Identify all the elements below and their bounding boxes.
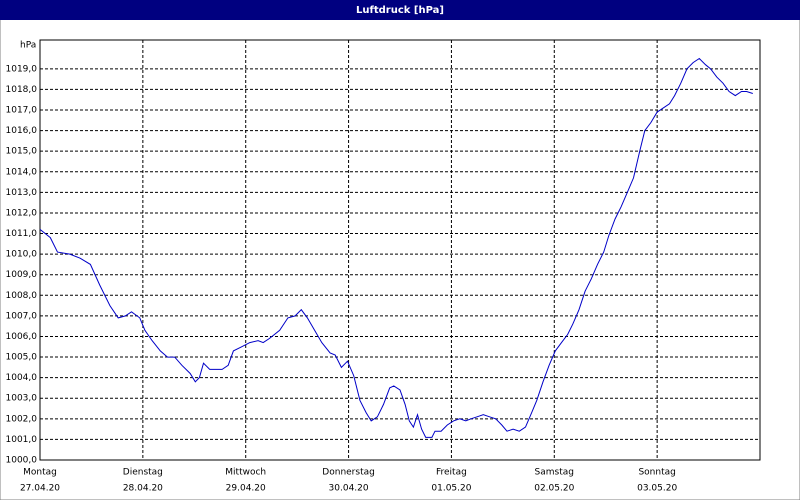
- x-tick-label: Mittwoch: [225, 468, 266, 478]
- y-tick-label: 1009,0: [6, 270, 38, 280]
- x-tick-label: Donnerstag: [322, 468, 375, 478]
- y-tick-label: 1003,0: [6, 394, 38, 404]
- y-tick-label: 1012,0: [6, 208, 38, 218]
- y-tick-label: 1008,0: [6, 291, 38, 301]
- y-tick-label: 1017,0: [6, 106, 38, 116]
- plot-area: [40, 40, 760, 460]
- x-tick-date: 03.05.20: [637, 484, 677, 494]
- y-tick-label: 1001,0: [6, 435, 38, 445]
- y-axis-label: hPa: [20, 41, 36, 51]
- x-tick-label: Samstag: [535, 468, 574, 478]
- y-tick-label: 1011,0: [6, 229, 38, 239]
- plot-border: [39, 39, 761, 461]
- x-tick-label: Dienstag: [123, 468, 163, 478]
- x-tick-date: 28.04.20: [123, 484, 163, 494]
- y-tick-label: 1007,0: [6, 311, 38, 321]
- x-tick-date: 30.04.20: [329, 484, 369, 494]
- y-tick-label: 1000,0: [6, 456, 38, 466]
- pressure-line: [39, 57, 753, 438]
- y-tick-label: 1013,0: [6, 188, 38, 198]
- title-bar: [0, 0, 800, 20]
- y-tick-label: 1004,0: [6, 373, 38, 383]
- x-tick-label: Montag: [23, 468, 57, 478]
- x-tick-date: 27.04.20: [20, 484, 60, 494]
- chart-title: Luftdruck [hPa]: [356, 5, 444, 16]
- y-tick-label: 1010,0: [6, 250, 38, 260]
- y-tick-label: 1015,0: [6, 147, 38, 157]
- y-tick-label: 1016,0: [6, 126, 38, 136]
- x-tick-label: Freitag: [436, 468, 467, 478]
- y-tick-label: 1006,0: [6, 332, 38, 342]
- y-tick-label: 1019,0: [6, 64, 38, 74]
- y-tick-label: 1018,0: [6, 85, 38, 95]
- x-tick-date: 02.05.20: [534, 484, 574, 494]
- x-tick-label: Sonntag: [638, 468, 675, 478]
- x-tick-date: 01.05.20: [431, 484, 471, 494]
- y-tick-label: 1002,0: [6, 414, 38, 424]
- y-tick-label: 1014,0: [6, 167, 38, 177]
- x-tick-date: 29.04.20: [226, 484, 266, 494]
- y-tick-label: 1005,0: [6, 353, 38, 363]
